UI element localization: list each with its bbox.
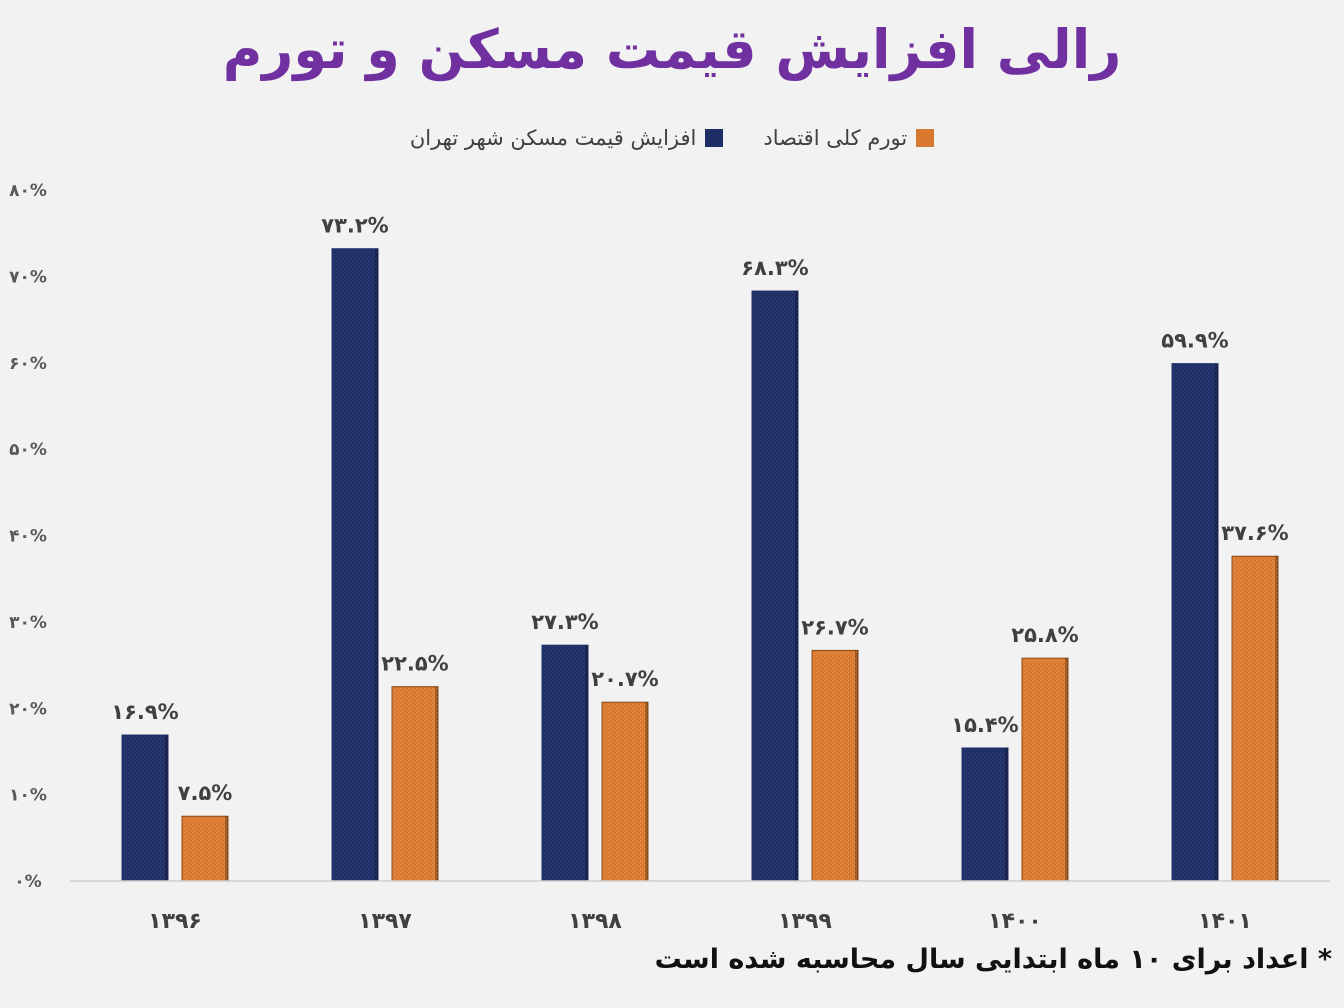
bar-inflation <box>601 701 649 882</box>
bar-shadow <box>435 686 438 881</box>
legend: تورم کلی اقتصاد افزایش قیمت مسکن شهر تهر… <box>0 126 1344 150</box>
bar-inflation <box>391 686 439 882</box>
y-tick-label: ۴۰% <box>9 527 47 547</box>
data-label-housing: ۱۶.۹% <box>111 700 178 724</box>
bar-inflation <box>181 815 229 882</box>
bar-inflation <box>1021 657 1069 882</box>
data-label-housing: ۲۷.۳% <box>531 610 598 634</box>
data-label-inflation: ۲۵.۸% <box>1011 623 1078 647</box>
data-label-housing: ۱۵.۴% <box>951 713 1018 737</box>
bar-shadow <box>165 735 168 881</box>
y-tick-label: ۱۰% <box>9 786 47 806</box>
data-label-housing: ۷۳.۲% <box>321 214 388 238</box>
bar-housing <box>1171 363 1219 882</box>
chart-title: رالی افزایش قیمت مسکن و تورم <box>222 18 1122 81</box>
legend-swatch-inflation <box>916 129 935 147</box>
data-label-housing: ۵۹.۹% <box>1161 329 1228 353</box>
bar-shadow <box>1065 658 1068 881</box>
bar-shadow <box>1005 747 1008 881</box>
y-tick-label: ۰% <box>14 872 41 892</box>
y-tick-label: ۷۰% <box>9 267 47 287</box>
x-tick-label: ۱۳۹۶ <box>148 909 202 934</box>
bar-shadow <box>795 291 798 882</box>
x-tick-label: ۱۴۰۰ <box>988 909 1042 934</box>
x-tick-label: ۱۳۹۸ <box>568 909 622 934</box>
bar-inflation <box>1231 555 1279 882</box>
data-label-inflation: ۲۶.۷% <box>801 615 868 639</box>
y-tick-label: ۳۰% <box>9 613 47 633</box>
bar-shadow <box>855 650 858 881</box>
bar-housing <box>331 248 379 882</box>
bar-housing <box>751 290 799 882</box>
legend-item-inflation: تورم کلی اقتصاد <box>763 126 935 150</box>
bar-shadow <box>375 248 378 882</box>
bar-housing <box>961 747 1009 882</box>
x-tick-label: ۱۳۹۷ <box>358 909 412 934</box>
legend-item-housing: افزایش قیمت مسکن شهر تهران <box>410 126 724 150</box>
data-label-inflation: ۳۷.۶% <box>1221 521 1288 545</box>
footnote: * اعداد برای ۱۰ ماه ابتدایی سال محاسبه ش… <box>654 944 1332 975</box>
bar-shadow <box>225 816 228 881</box>
legend-label-inflation: تورم کلی اقتصاد <box>763 126 908 150</box>
x-tick-label: ۱۴۰۱ <box>1198 909 1252 934</box>
bar-shadow <box>645 702 648 881</box>
y-tick-label: ۶۰% <box>9 354 47 374</box>
bar-housing <box>541 644 589 882</box>
data-label-inflation: ۲۰.۷% <box>591 667 658 691</box>
x-tick-label: ۱۳۹۹ <box>778 909 832 934</box>
bar-inflation <box>811 649 859 882</box>
bar-housing <box>121 734 169 882</box>
data-label-inflation: ۲۲.۵% <box>381 652 448 676</box>
data-label-housing: ۶۸.۳% <box>741 256 808 280</box>
legend-label-housing: افزایش قیمت مسکن شهر تهران <box>409 126 697 150</box>
y-tick-label: ۸۰% <box>9 181 47 201</box>
bar-shadow <box>1215 363 1218 881</box>
bar-shadow <box>585 645 588 881</box>
bar-shadow <box>1275 556 1278 881</box>
data-label-inflation: ۷.۵% <box>178 781 233 805</box>
legend-swatch-housing <box>705 129 724 147</box>
y-tick-label: ۲۰% <box>9 699 47 719</box>
y-tick-label: ۵۰% <box>9 440 47 460</box>
